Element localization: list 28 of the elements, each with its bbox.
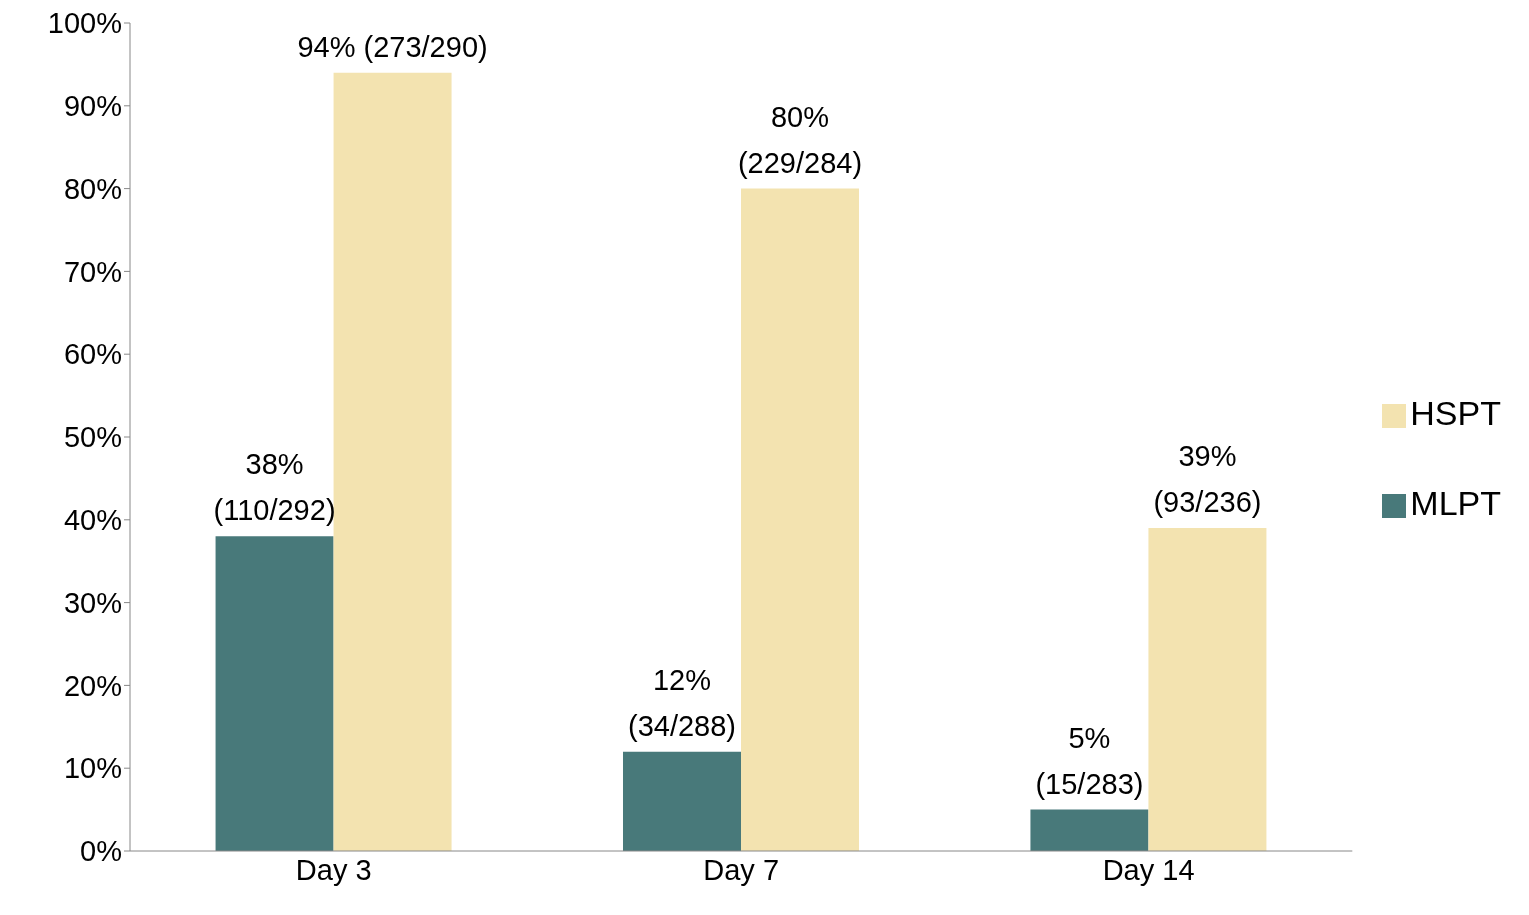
bar [623, 751, 741, 851]
y-tick-label: 40% [63, 504, 122, 537]
y-tick-label: 80% [63, 172, 122, 205]
y-tick-label: 60% [63, 338, 122, 371]
x-tick-label: Day 7 [703, 853, 780, 886]
y-tick-label: 70% [63, 255, 122, 288]
legend-label: MLPT [1410, 483, 1501, 522]
y-tick-label: 50% [63, 421, 122, 454]
x-tick-label: Day 14 [1102, 853, 1195, 886]
bar [1030, 809, 1149, 851]
data-label: 39% (93/236) [1153, 440, 1262, 519]
data-label: 80% (229/284) [737, 100, 863, 179]
x-tick-label: Day 3 [295, 853, 372, 886]
legend-label: HSPT [1410, 393, 1501, 432]
y-tick-label: 10% [63, 752, 122, 785]
y-tick-label: 0% [80, 835, 122, 868]
bar [215, 536, 334, 851]
bar [741, 188, 859, 851]
bar [1148, 528, 1267, 851]
data-label: 5% (15/283) [1035, 721, 1144, 800]
data-label: 94% (273/290) [297, 30, 488, 63]
y-tick-label: 30% [63, 586, 122, 619]
bar [333, 72, 452, 851]
y-tick-label: 20% [63, 669, 122, 702]
y-tick-label: 100% [47, 7, 122, 40]
data-label: 12% (34/288) [627, 663, 737, 742]
data-label: 38% (110/292) [213, 448, 336, 527]
y-tick-label: 90% [63, 90, 122, 123]
